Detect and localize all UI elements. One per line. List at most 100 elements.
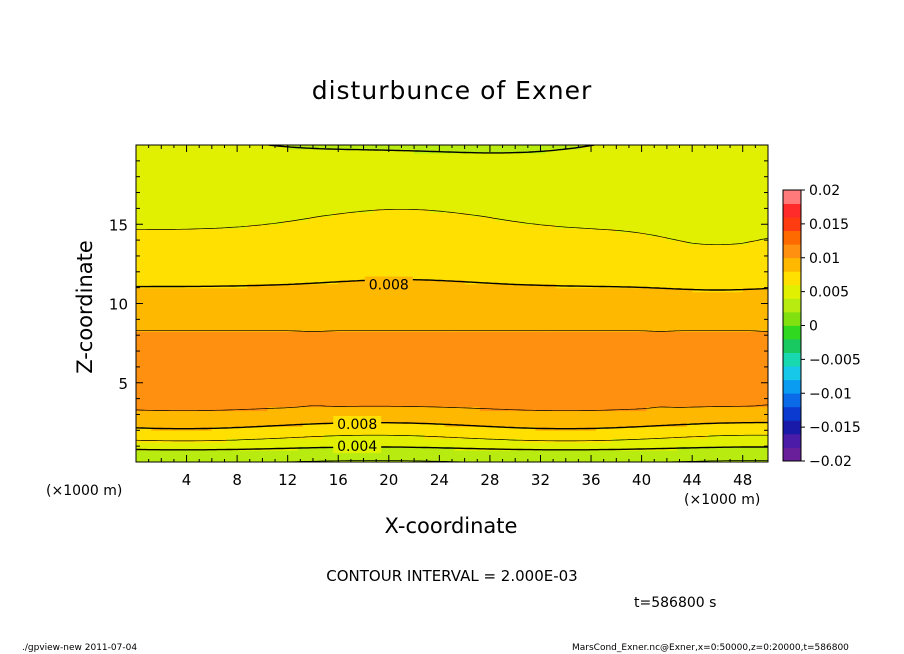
field-cell [555, 382, 562, 388]
field-cell [196, 327, 203, 332]
field-cell [388, 323, 395, 328]
field-cell [585, 418, 592, 423]
field-cell [459, 430, 466, 435]
field-cell [277, 347, 284, 352]
field-cell [565, 366, 572, 372]
field-cell [232, 343, 238, 348]
field-cell [302, 311, 309, 316]
field-cell [687, 315, 693, 320]
field-cell [591, 315, 597, 320]
field-cell [171, 315, 178, 320]
field-cell [540, 442, 547, 447]
field-cell [292, 458, 299, 462]
field-cell [156, 378, 162, 384]
field-cell [494, 402, 501, 408]
field-cell [601, 307, 607, 313]
field-cell [242, 327, 248, 332]
field-cell [661, 418, 668, 423]
field-cell [474, 311, 481, 316]
field-cell [606, 442, 612, 447]
field-cell [580, 315, 587, 320]
field-cell [692, 410, 698, 416]
field-cell [196, 374, 203, 380]
field-cell [267, 378, 274, 384]
field-cell [575, 370, 582, 376]
field-cell [469, 426, 476, 431]
field-cell [257, 335, 263, 340]
field-cell [671, 394, 678, 400]
field-cell [479, 323, 486, 328]
field-cell [636, 335, 643, 340]
field-cell [585, 422, 592, 427]
field-cell [262, 390, 269, 396]
field-cell [601, 370, 607, 376]
field-cell [186, 303, 193, 309]
field-cell [717, 390, 724, 396]
field-cell [585, 358, 592, 364]
field-cell [191, 335, 198, 340]
field-cell [409, 374, 415, 380]
field-cell [560, 430, 567, 435]
field-cell [277, 434, 284, 439]
field-cell [403, 323, 410, 328]
field-cell [454, 430, 461, 435]
field-cell [368, 335, 375, 340]
field-cell [267, 370, 274, 376]
field-cell [242, 394, 248, 400]
field-cell [247, 430, 253, 435]
field-cell [697, 331, 703, 336]
field-cell [363, 374, 370, 380]
field-cell [646, 347, 653, 352]
field-cell [247, 370, 253, 376]
field-cell [752, 319, 759, 324]
field-cell [702, 426, 708, 431]
field-cell [186, 394, 193, 400]
field-cell [727, 366, 734, 372]
field-cell [403, 307, 410, 313]
field-cell [454, 450, 461, 455]
field-cell [176, 438, 183, 443]
field-cell [439, 418, 446, 423]
field-cell [505, 331, 511, 336]
field-cell [328, 418, 334, 423]
field-cell [403, 450, 410, 455]
field-cell [196, 454, 203, 459]
field-cell [565, 394, 572, 400]
field-cell [312, 426, 319, 431]
field-cell [393, 315, 400, 320]
field-cell [692, 374, 698, 380]
field-cell [333, 386, 339, 392]
field-cell [378, 390, 385, 396]
field-cell [580, 323, 587, 328]
field-cell [449, 410, 456, 416]
field-cell [459, 319, 466, 324]
field-cell [631, 426, 638, 431]
field-cell [302, 358, 309, 364]
field-cell [676, 355, 683, 360]
field-cell [373, 343, 380, 348]
field-cell [712, 438, 719, 443]
field-cell [333, 434, 339, 439]
field-cell [479, 347, 486, 352]
field-cell [489, 331, 496, 336]
field-cell [191, 442, 198, 447]
field-cell [297, 450, 304, 455]
field-cell [631, 458, 638, 462]
field-cell [651, 442, 658, 447]
field-cell [545, 339, 552, 344]
field-cell [515, 303, 521, 309]
field-cell [444, 331, 451, 336]
field-cell [459, 351, 466, 356]
field-cell [489, 370, 496, 376]
field-cell [383, 406, 390, 412]
field-cell [560, 422, 567, 427]
field-cell [682, 351, 688, 356]
field-cell [505, 422, 511, 427]
field-cell [494, 374, 501, 380]
field-cell [393, 311, 400, 316]
field-cell [206, 454, 213, 459]
field-cell [535, 355, 542, 360]
field-cell [287, 414, 294, 420]
field-cell [737, 374, 744, 380]
field-cell [312, 362, 319, 368]
